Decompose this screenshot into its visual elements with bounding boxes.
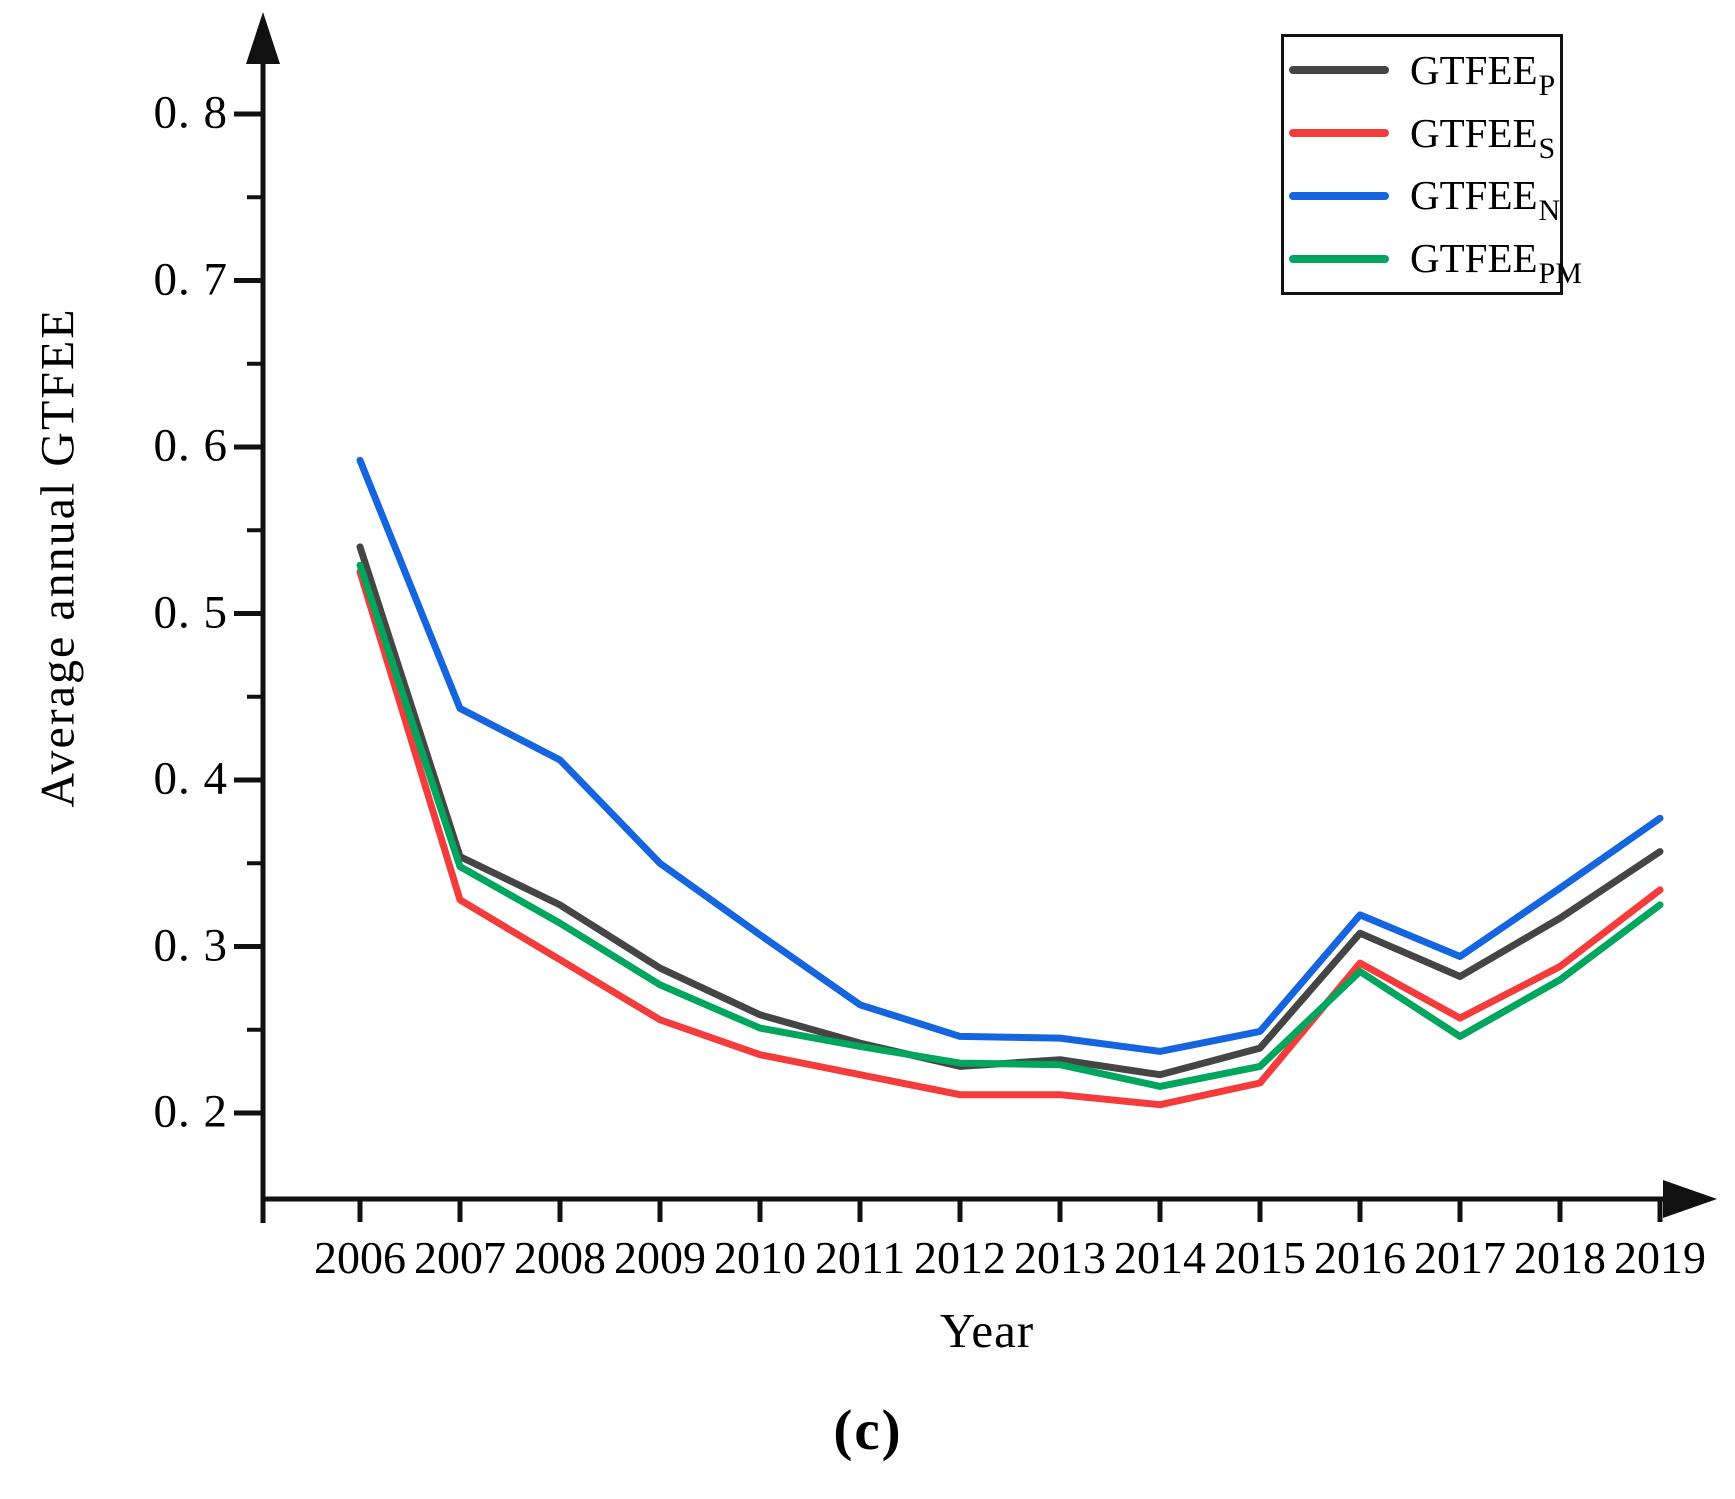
legend-label: GTFEEPM bbox=[1410, 235, 1582, 291]
x-axis-tick-label: 2017 bbox=[1414, 1232, 1506, 1283]
legend-line-sample bbox=[1289, 129, 1389, 138]
y-axis-title: Average annual GTFEE bbox=[31, 307, 85, 808]
x-axis-tick-label: 2011 bbox=[814, 1232, 906, 1283]
series-line-GTFEE_P bbox=[356, 543, 1664, 1079]
y-axis-tick-label: 0. 5 bbox=[153, 585, 228, 638]
legend-item-gtfee-n: GTFEEN bbox=[1289, 166, 1560, 226]
series-line-GTFEE_N bbox=[356, 456, 1664, 1055]
x-axis-tick-label: 2010 bbox=[714, 1232, 806, 1283]
y-axis-tick-label: 0. 3 bbox=[153, 918, 228, 971]
legend-label-subscript: S bbox=[1538, 131, 1556, 165]
legend-label: GTFEEN bbox=[1410, 172, 1561, 228]
x-axis-arrowhead bbox=[1663, 1180, 1717, 1218]
y-axis-tick-label: 0. 2 bbox=[153, 1085, 228, 1138]
x-axis-tick-label: 2018 bbox=[1514, 1232, 1606, 1283]
legend-line-sample bbox=[1289, 191, 1389, 200]
y-axis-tick-label: 0. 4 bbox=[153, 752, 228, 805]
legend-label-subscript: N bbox=[1538, 194, 1561, 228]
legend-line-sample bbox=[1289, 254, 1389, 263]
x-axis-tick-label: 2006 bbox=[314, 1232, 406, 1283]
y-axis-tick-label: 0. 6 bbox=[153, 419, 228, 472]
series-line-GTFEE_PM bbox=[356, 561, 1664, 1090]
x-axis-tick-label: 2016 bbox=[1314, 1232, 1406, 1283]
legend-label: GTFEES bbox=[1410, 109, 1556, 165]
legend-box: GTFEEP GTFEES GTFEEN GTFEEPM bbox=[1281, 34, 1582, 295]
x-axis-tick-label: 2013 bbox=[1014, 1232, 1106, 1283]
y-axis-tick-label: 0. 8 bbox=[153, 86, 228, 139]
x-axis-tick-label: 2019 bbox=[1614, 1232, 1706, 1283]
y-axis-arrowhead bbox=[246, 12, 280, 64]
x-axis-tick-label: 2008 bbox=[514, 1232, 606, 1283]
x-axis-title: Year bbox=[939, 1303, 1035, 1358]
x-axis-tick-label: 2009 bbox=[614, 1232, 706, 1283]
legend-label-subscript: P bbox=[1538, 68, 1556, 102]
legend-label: GTFEEP bbox=[1410, 46, 1556, 102]
x-axis-tick-label: 2012 bbox=[914, 1232, 1006, 1283]
legend-item-gtfee-s: GTFEES bbox=[1289, 103, 1560, 163]
x-axis-tick-label: 2007 bbox=[414, 1232, 506, 1283]
y-axis-tick-label: 0. 7 bbox=[153, 252, 228, 305]
x-axis-tick-label: 2015 bbox=[1214, 1232, 1306, 1283]
x-axis-tick-label: 2014 bbox=[1114, 1232, 1206, 1283]
series-line-GTFEE_S bbox=[356, 568, 1664, 1109]
legend-item-gtfee-pm: GTFEEPM bbox=[1289, 229, 1582, 289]
legend-item-gtfee-p: GTFEEP bbox=[1289, 40, 1560, 100]
legend-label-subscript: PM bbox=[1538, 257, 1582, 291]
figure-caption: (c) bbox=[833, 1399, 903, 1462]
legend-line-sample bbox=[1289, 66, 1389, 75]
